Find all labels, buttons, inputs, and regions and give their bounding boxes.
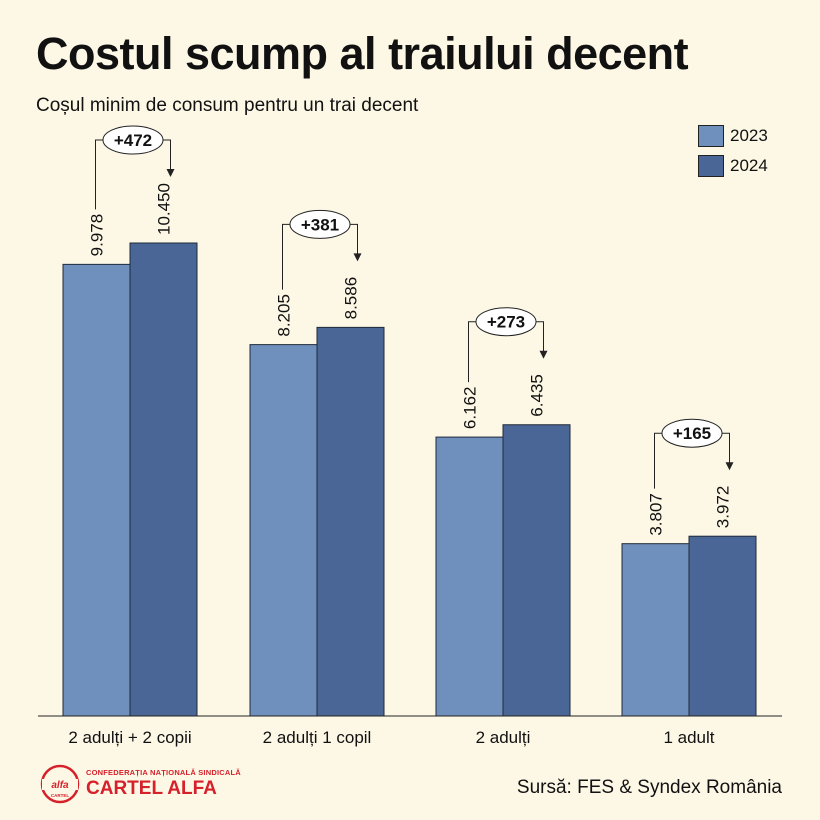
annotation-arrow-icon-2-adul-i-1-copil [353,253,362,262]
bar-2023-2-adul-i [435,436,504,717]
legend-item-2023: 2023 [698,124,768,148]
bar-2023-1-adult [621,543,690,717]
bar-2024-2-adul-i-1-copil [316,326,385,717]
data-label-2023-2-adul-i-2-copii: 9.978 [88,214,107,257]
annotation-bubble-2-adul-i [475,307,537,337]
svg-text:alfa: alfa [51,780,69,791]
annotation-arrow-icon-1-adult [725,462,734,471]
alfa-logo-mark-icon: alfa CARTEL [40,764,80,804]
logo-name: CARTEL ALFA [86,778,217,799]
annotation-label-2-adul-i-1-copil: +381 [301,215,339,234]
data-label-2024-2-adul-i: 6.435 [528,374,547,417]
chart-title: Costul scump al traiului decent [36,28,689,79]
logo-subtitle: CONFEDERAȚIA NAȚIONALĂ SINDICALĂ [86,768,241,777]
data-label-2024-1-adult: 3.972 [714,486,733,529]
data-label-2024-2-adul-i-2-copii: 10.450 [155,183,174,235]
annotation-label-2-adul-i-2-copii: +472 [114,131,152,150]
annotation-arrow-icon-2-adul-i-2-copii [166,169,175,177]
legend-swatch-2024 [698,155,724,177]
legend: 2023 2024 [698,124,768,184]
data-label-2023-1-adult: 3.807 [647,493,666,536]
legend-swatch-2023 [698,125,724,147]
legend-label-2024: 2024 [730,156,768,175]
x-tick-label-2-adul-i: 2 adulți [476,728,531,747]
annotation-label-1-adult: +165 [673,424,711,443]
svg-text:CARTEL: CARTEL [51,793,69,798]
x-tick-label-1-adult: 1 adult [663,728,714,747]
annotation-bubble-2-adul-i-2-copii [102,125,164,155]
annotation-label-2-adul-i: +273 [487,313,525,332]
legend-item-2024: 2024 [698,154,768,178]
source-note: Sursă: FES & Syndex România [516,777,782,798]
bar-2023-2-adul-i-1-copil [249,344,318,717]
chart-subtitle: Coșul minim de consum pentru un trai dec… [36,95,419,116]
annotation-bubble-2-adul-i-1-copil [289,209,351,239]
data-label-2024-2-adul-i-1-copil: 8.586 [342,277,361,320]
x-tick-label-2-adul-i-2-copii: 2 adulți + 2 copii [68,728,191,747]
annotation-bubble-1-adult [661,418,723,448]
bar-2024-2-adul-i-2-copii [129,242,198,717]
data-label-2023-2-adul-i: 6.162 [461,387,480,430]
data-label-2023-2-adul-i-1-copil: 8.205 [275,294,294,337]
cartel-alfa-logo: alfa CARTEL CONFEDERAȚIA NAȚIONALĂ SINDI… [38,762,241,806]
x-tick-label-2-adul-i-1-copil: 2 adulți 1 copil [263,728,372,747]
bar-2024-2-adul-i [502,424,571,717]
annotation-arrow-icon-2-adul-i [539,350,548,359]
bar-2024-1-adult [688,535,757,717]
bar-2023-2-adul-i-2-copii [62,263,131,717]
legend-label-2023: 2023 [730,126,768,145]
